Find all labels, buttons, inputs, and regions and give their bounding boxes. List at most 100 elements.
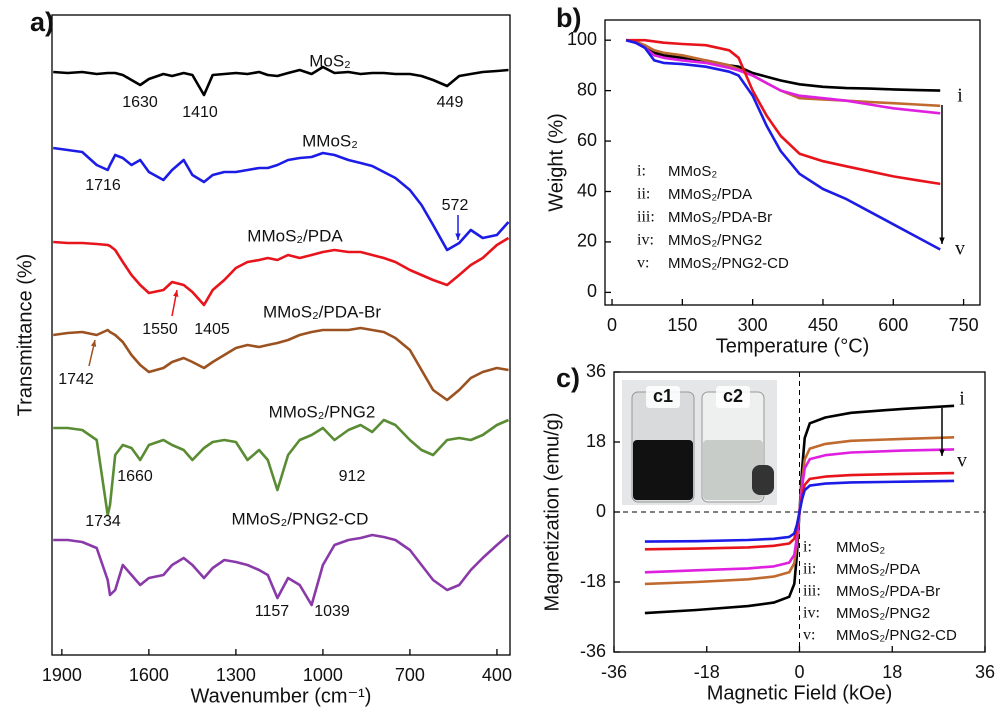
series-line [53, 418, 510, 517]
arrow-head [173, 290, 179, 297]
series-line [53, 326, 509, 402]
peak-label: 912 [339, 468, 366, 485]
legend-label: MMoS₂/PDA [668, 186, 752, 203]
legend-tag: i: [637, 163, 646, 180]
series-line [53, 236, 510, 307]
series-line [644, 479, 955, 543]
series-line [53, 146, 510, 252]
legend-tag: ii: [637, 186, 650, 203]
inset-label-bg [716, 386, 750, 408]
peak-label: 1550 [142, 321, 178, 338]
panel-label: a) [30, 7, 54, 37]
x-tick-label: 450 [808, 315, 838, 335]
y-tick-label: 20 [577, 231, 597, 251]
plot-frame [51, 14, 511, 656]
x-tick-label: 700 [395, 665, 425, 685]
legend-label: MMoS₂/PNG2 [668, 232, 762, 249]
peak-label: 1410 [182, 104, 218, 121]
legend-label: MMoS₂/PNG2 [836, 605, 930, 622]
y-tick-label: 36 [586, 361, 606, 381]
inset-photo: c1 c2 [622, 380, 777, 505]
series-line [625, 38, 941, 251]
x-tick-label: 1600 [129, 665, 169, 685]
peak-label: 1630 [122, 94, 158, 111]
x-axis-title: Wavenumber (cm⁻¹) [191, 685, 372, 707]
x-tick-label: 1300 [216, 665, 256, 685]
series-line [53, 533, 510, 607]
y-tick-label: 0 [596, 501, 606, 521]
y-tick-label: 0 [587, 281, 597, 301]
plot-frame [604, 19, 981, 306]
legend-label: MMoS₂/PDA-Br [836, 583, 940, 600]
y-tick-label: -36 [580, 641, 606, 661]
series-line [53, 65, 509, 97]
legend-tag: v: [637, 255, 649, 272]
x-tick-label: 150 [667, 315, 697, 335]
x-axis-title: Magnetic Field (kOe) [707, 682, 893, 704]
series-label: MMoS₂/PDA-Br [263, 302, 381, 321]
series-line [625, 38, 941, 92]
series-label: MMoS₂ [302, 131, 358, 150]
peak-label: 1039 [314, 603, 350, 620]
legend-label: MMoS₂ [836, 539, 885, 556]
y-tick-label: 100 [567, 29, 597, 49]
x-tick-label: 750 [949, 315, 979, 335]
legend-tag: v: [803, 627, 815, 644]
series-label: MMoS₂/PDA [247, 226, 343, 245]
peak-label: 449 [437, 94, 464, 111]
arrow-head [939, 237, 945, 244]
legend-tag: iii: [637, 209, 655, 226]
x-tick-label: 300 [738, 315, 768, 335]
y-tick-label: 60 [577, 130, 597, 150]
peak-label: 1742 [58, 371, 94, 388]
x-axis-title: Temperature (°C) [716, 335, 870, 357]
clear-dispersion [703, 440, 763, 500]
x-tick-label: 36 [975, 662, 995, 682]
x-tick-label: 1000 [303, 665, 343, 685]
x-tick-label: -18 [694, 662, 720, 682]
y-tick-label: 80 [577, 79, 597, 99]
peak-label: 1734 [85, 513, 121, 530]
dark-dispersion [633, 440, 693, 500]
x-tick-label: -36 [601, 662, 627, 682]
panel-label: b) [556, 3, 581, 33]
range-label: v [955, 238, 965, 260]
series-line [625, 38, 941, 108]
x-tick-label: 600 [878, 315, 908, 335]
x-tick-label: 1900 [42, 665, 82, 685]
arrow-head [90, 340, 97, 347]
range-label: i [957, 85, 963, 107]
arrow-head [455, 233, 461, 240]
inset-label-bg [646, 386, 680, 408]
series-label: MMoS₂/PNG2 [269, 402, 376, 421]
y-tick-label: -18 [580, 571, 606, 591]
y-tick-label: 40 [577, 180, 597, 200]
magnet [752, 465, 774, 495]
series-label: MMoS₂/PNG2-CD [232, 509, 369, 528]
range-label: v [957, 450, 967, 472]
peak-label: 1405 [194, 321, 230, 338]
x-tick-label: 0 [607, 315, 617, 335]
y-tick-label: 18 [586, 431, 606, 451]
x-tick-label: 400 [482, 665, 512, 685]
series-line [625, 38, 941, 115]
x-tick-label: 0 [794, 662, 804, 682]
x-tick-label: 18 [882, 662, 902, 682]
legend-tag: iv: [803, 605, 820, 622]
legend-label: MMoS₂/PDA-Br [668, 209, 772, 226]
peak-label: 1157 [255, 603, 290, 620]
arrow-head [939, 449, 945, 456]
inset-label: c1 [653, 386, 673, 406]
legend-label: MMoS₂/PDA [836, 561, 920, 578]
legend-tag: iv: [637, 232, 654, 249]
peak-label: 1716 [85, 177, 121, 194]
series-line [626, 38, 941, 186]
legend-tag: ii: [803, 561, 816, 578]
y-axis-title: Transmittance (%) [14, 254, 36, 417]
peak-label: 572 [442, 197, 469, 214]
y-axis-title: Weight (%) [545, 113, 567, 212]
legend-label: MMoS₂/PNG2-CD [668, 255, 789, 272]
legend-tag: i: [803, 539, 812, 556]
peak-label: 1660 [117, 468, 153, 485]
